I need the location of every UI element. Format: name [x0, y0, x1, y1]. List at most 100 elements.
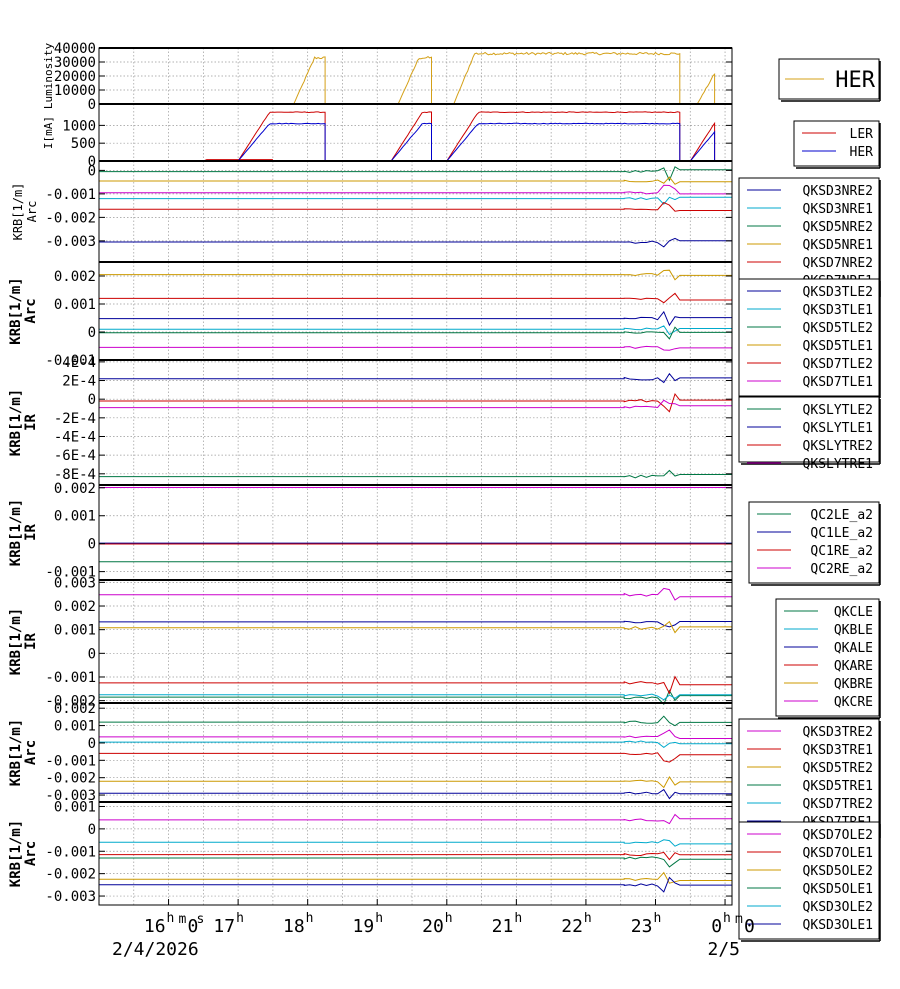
legend-label: QC1LE_a2: [810, 526, 873, 541]
series-line-qkare: [99, 675, 732, 695]
y-tick-label: 0.002: [54, 269, 96, 285]
panel-3: 0 -0.001 -0.002 -0.003 KRB[1/m] Arc: [11, 160, 733, 263]
grid: [99, 104, 732, 161]
panel-7: 0.003 0.002 0.001 0 -0.001 -0.002 KRB[1/m] IR: [8, 575, 733, 710]
series-line-qksd5tre1: [99, 715, 732, 727]
legend-label: QKSD3TRE2: [803, 725, 873, 740]
legend-label: QKALE: [834, 641, 873, 656]
legend-frame: [738, 278, 880, 397]
y-axis-label: KRB[1/m]: [11, 183, 25, 241]
panel-frame: [98, 702, 733, 803]
y-tick-label: -0.001: [45, 844, 96, 860]
y-tick-label: -0.002: [45, 210, 96, 226]
y-axis-label: IR: [23, 414, 39, 431]
legend-label: HER: [835, 68, 875, 93]
series-line-qkbre: [99, 620, 732, 634]
series-line-ler: [99, 111, 732, 162]
x-tick-label: 17: [213, 916, 235, 937]
series-line-qksd7tle2: [99, 292, 732, 304]
series-line-qksd5tre2: [99, 776, 732, 789]
x-tick-unit: h: [445, 911, 453, 926]
y-tick-label: 20000: [54, 69, 96, 85]
series-line-qksd5nre1: [99, 176, 732, 185]
legend-label: LER: [850, 127, 874, 142]
x-date-right: 2/5: [707, 939, 740, 960]
series-line-qkale: [99, 620, 732, 628]
x-tick-label: 0: [744, 916, 755, 937]
legend-label: QC1RE_a2: [810, 544, 873, 559]
panel-frame: [98, 579, 733, 704]
y-tick-label: 0: [88, 736, 96, 752]
legend-label: QKSD5OLE1: [803, 882, 873, 897]
x-tick-label: 22: [561, 916, 583, 937]
series-line-qksd5ole1: [99, 856, 732, 868]
y-axis-label: IR: [23, 524, 39, 541]
legend-label: QC2LE_a2: [810, 508, 873, 523]
series-group: [99, 487, 732, 563]
legend-label: QKCLE: [834, 605, 873, 620]
legend-label: QKSD3OLE2: [803, 900, 873, 915]
series-line-qksd3tre1: [99, 752, 732, 763]
series-group: [99, 166, 732, 248]
y-tick-label: -0.002: [45, 771, 96, 787]
y-axis-label: KRB[1/m]: [8, 820, 24, 887]
y-axis-label: Luminosity: [42, 43, 55, 110]
series-line-qksd5nre2: [99, 166, 732, 182]
y-tick-label: -4E-4: [54, 429, 96, 445]
series-line-qksd7tle1: [99, 345, 732, 351]
panels-group: 010000200003000040000Luminosity05001000I…: [8, 41, 733, 906]
series-line-qkslytre1: [99, 399, 732, 409]
y-tick-label: -6E-4: [54, 448, 96, 464]
series-group: [99, 111, 732, 162]
y-tick-label: -0.001: [45, 753, 96, 769]
panel-2: 0 500 1000 I[mA]: [42, 103, 733, 170]
y-tick-label: 0: [88, 163, 96, 179]
y-tick-label: -0.002: [45, 694, 96, 710]
legend-frame: [738, 718, 880, 837]
grid: [99, 360, 732, 485]
y-tick-label: -0.001: [45, 353, 96, 369]
legend-label: QKSD5NRE2: [803, 220, 873, 235]
y-axis-label: KRB[1/m]: [8, 499, 24, 566]
panel-9: 0.001 0 -0.001 -0.002 -0.003 KRB[1/m] Arc: [8, 799, 733, 906]
legend-label: QKSD5TRE2: [803, 761, 873, 776]
series-line-qksd5tle2: [99, 326, 732, 340]
legend-label: QKSD5TLE2: [803, 321, 873, 336]
series-line-qksd3ole1: [99, 876, 732, 893]
x-tick-label: 0: [711, 916, 722, 937]
legend-label: QKSD3TLE2: [803, 285, 873, 300]
y-tick-label: -2E-4: [54, 411, 96, 427]
y-tick-label: -0.003: [45, 788, 96, 804]
legend-label: QKBRE: [834, 677, 873, 692]
x-tick-unit: m: [179, 912, 187, 927]
series-group: [99, 372, 732, 479]
y-axis-label: KRB[1/m]: [8, 719, 24, 786]
series-line-qkslytle1: [99, 372, 732, 384]
grid: [99, 703, 732, 802]
y-tick-label: -8E-4: [54, 467, 96, 483]
legend-9: QKSD7OLE2 QKSD7OLE1 QKSD5OLE2 QKSD5OLE1 QKSD…: [738, 821, 881, 942]
y-axis-label: Arc: [23, 298, 39, 323]
x-tick-unit: h: [653, 911, 661, 926]
y-tick-label: 4E-4: [62, 355, 96, 371]
x-tick-unit: h: [514, 911, 522, 926]
y-tick-label: 0: [88, 325, 96, 341]
y-axis-label: I[mA]: [42, 116, 55, 149]
legend-label: QKSD7TRE2: [803, 797, 873, 812]
series-group: [99, 715, 732, 800]
legend-label: QKSD7TLE2: [803, 357, 873, 372]
x-tick-unit: m: [735, 912, 743, 927]
legend-frame: [748, 501, 880, 584]
y-tick-label: 0.002: [54, 599, 96, 615]
legend-label: QC2RE_a2: [810, 562, 873, 577]
grid: [99, 262, 732, 360]
panel-frame: [98, 801, 733, 906]
panel-4: 0.002 0.001 0 -0.001 KRB[1/m] Arc: [8, 261, 733, 369]
series-line-qksd3nre2: [99, 237, 732, 248]
legend-frame: [738, 821, 880, 940]
series-line-her: [99, 51, 732, 105]
x-axis: 16 h 17 h 18 h 19 h 20 h 21 h 22 h 23 h 0 hm 0s m 02/4/2026 2…: [112, 899, 755, 960]
series-line-qkcle: [99, 689, 732, 706]
x-tick-unit: h: [723, 911, 731, 926]
